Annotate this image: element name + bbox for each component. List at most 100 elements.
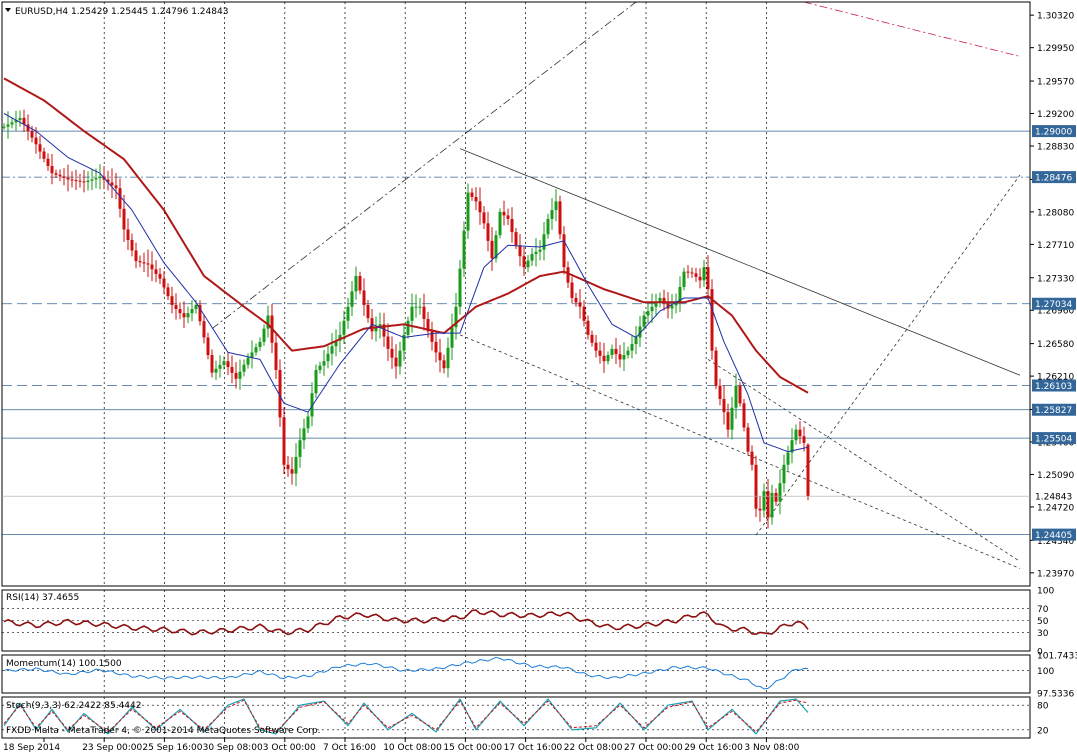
candle-body (526, 260, 530, 268)
candle-body (46, 158, 50, 167)
candle-body (230, 367, 234, 373)
candle-body (50, 166, 54, 174)
candle-body (422, 306, 426, 320)
rsi-y-tick-label: 70 (1037, 605, 1049, 615)
candle-body (566, 267, 570, 283)
candle-body (670, 305, 674, 309)
trend-line[interactable] (707, 359, 1021, 562)
price-level-label: 1.29000 (1035, 128, 1072, 138)
candle-body (58, 174, 62, 177)
candle-body (654, 302, 658, 307)
candle-body (34, 137, 38, 145)
candle-body (334, 340, 338, 347)
candle-body (446, 347, 450, 369)
y-tick-label: 1.27710 (1037, 241, 1074, 251)
y-tick-label: 1.24340 (1037, 537, 1074, 547)
candle-body (574, 297, 578, 303)
candle-body (406, 320, 410, 335)
pane-frames (1, 1, 1031, 739)
x-tick-label: 30 Sep 08:00 (203, 743, 263, 753)
symbol-dropdown-icon[interactable] (5, 8, 11, 12)
candle-body (746, 427, 750, 452)
candle-body (626, 350, 630, 356)
y-tick-label: 1.26960 (1037, 307, 1074, 317)
candle-body (254, 347, 258, 353)
candle-body (114, 185, 118, 189)
candle-body (18, 117, 22, 121)
candle-body (694, 273, 698, 277)
candle-body (142, 262, 146, 264)
candle-body (274, 342, 278, 370)
candle-body (802, 436, 806, 443)
stoch-signal-line (3, 699, 809, 733)
candle-body (450, 327, 454, 348)
candle-body (770, 492, 774, 518)
candle-body (106, 179, 110, 183)
candle-body (498, 211, 502, 236)
trend-line[interactable] (755, 174, 1021, 536)
candle-body (538, 249, 542, 252)
price-level-label-box (1032, 403, 1076, 416)
trend-line[interactable] (459, 334, 1021, 569)
candle-body (258, 341, 262, 348)
candle-body (458, 268, 462, 307)
candle-body (762, 491, 766, 511)
pane-frame-rsi (1, 589, 1031, 652)
candle-body (394, 357, 398, 367)
candle-body (798, 429, 802, 437)
candle-body (290, 469, 294, 474)
x-tick-label: 29 Oct 16:00 (684, 743, 743, 753)
candle-body (578, 302, 582, 307)
candle-body (234, 372, 238, 379)
candle-body (222, 361, 226, 365)
candle-body (662, 297, 666, 304)
candle-body (610, 348, 614, 356)
candle-body (186, 313, 190, 318)
candle-body (482, 212, 486, 224)
candle-body (174, 304, 178, 310)
candle-body (750, 451, 754, 465)
candle-body (338, 334, 342, 341)
candle-body (730, 407, 734, 430)
candle-body (218, 364, 222, 369)
candle-body (62, 176, 66, 178)
trend-line[interactable] (459, 148, 1021, 376)
price-level-label: 1.28476 (1035, 174, 1072, 184)
candle-body (306, 416, 310, 429)
candle-body (634, 337, 638, 345)
candle-body (686, 271, 690, 273)
momentum-y-tick-label: 100 (1037, 667, 1054, 677)
x-tick-label: 7 Oct 16:00 (323, 743, 376, 753)
candle-body (478, 201, 482, 213)
candle-body (54, 173, 58, 175)
candle-body (362, 290, 366, 305)
candle-body (382, 324, 386, 337)
candle-body (714, 350, 718, 386)
candle-body (238, 371, 242, 379)
candle-body (778, 483, 782, 502)
candle-body (294, 456, 298, 474)
candle-body (414, 306, 418, 308)
candle-body (310, 393, 314, 417)
candle-body (442, 360, 446, 369)
candle-body (474, 196, 478, 202)
candle-body (706, 267, 710, 290)
candle-body (518, 245, 522, 257)
candle-body (550, 210, 554, 219)
rsi-y-tick-label: 100 (1037, 587, 1054, 597)
candle-body (118, 188, 122, 209)
indicator-layer (2, 607, 1030, 735)
candle-body (42, 151, 46, 159)
trend-line[interactable] (803, 1, 1021, 57)
trend-line[interactable] (211, 1, 637, 330)
candle-body (242, 364, 246, 372)
momentum-y-tick-label: 97.5336 (1037, 690, 1074, 700)
candle-body (150, 264, 154, 270)
symbol-ohlc-label: EURUSD,H4 1.25429 1.25445 1.24796 1.2484… (15, 7, 228, 17)
candle-body (82, 181, 86, 183)
candle-body (26, 124, 30, 132)
candle-body (658, 297, 662, 303)
candle-body (506, 215, 510, 219)
candle-body (10, 122, 14, 125)
